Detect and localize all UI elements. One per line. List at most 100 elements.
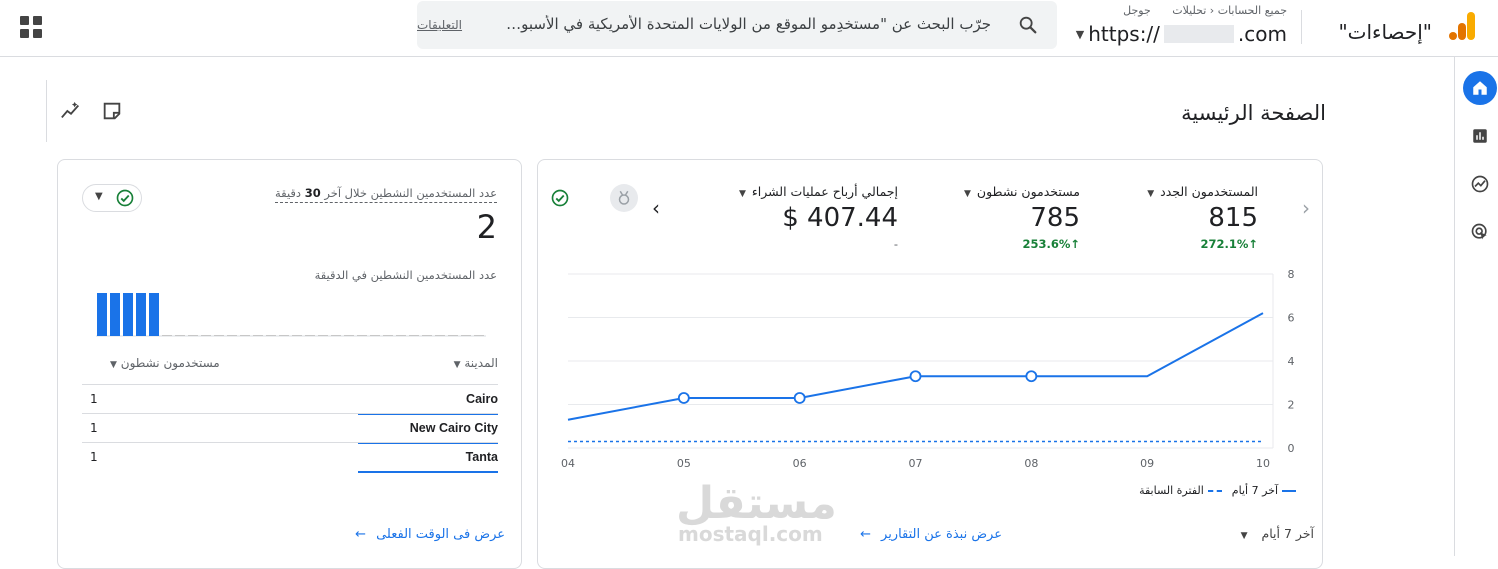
data-point (793, 392, 806, 404)
metric-label: المستخدمون الجدد (1160, 184, 1258, 199)
notes-icon[interactable] (101, 100, 123, 122)
rail-reports[interactable] (1463, 119, 1497, 153)
minute-bar (97, 293, 107, 336)
property-prefix: https:// (1088, 22, 1160, 46)
watermark-logo: مستقل (676, 478, 837, 529)
watermark-sub: mostaql.com (678, 522, 823, 546)
column-active-users[interactable]: مستخدمون نشطون ▼ (110, 356, 220, 370)
metric-change-value: 272.1% (1200, 237, 1249, 251)
metric-change-value: 253.6% (1022, 237, 1071, 251)
view-realtime-link[interactable]: عرض فى الوقت الفعلى ← (355, 527, 505, 542)
search-box[interactable]: التعليقات جرّب البحث عن "مستخدِمو الموقع… (417, 1, 1057, 49)
minute-bar (149, 293, 159, 336)
row-city: Cairo (466, 392, 498, 406)
metric-label: مستخدمون نشطون (976, 184, 1080, 199)
x-tick-label: 08 (1024, 457, 1038, 470)
property-suffix: .com (1237, 22, 1287, 46)
caret-down-icon: ▼ (453, 360, 461, 370)
nav-rail (1454, 57, 1498, 556)
x-tick-label: 07 (909, 457, 923, 470)
arrow-left-icon: ← (355, 527, 367, 542)
x-tick-label: 05 (677, 457, 691, 470)
row-bar (358, 413, 498, 415)
realtime-title-suffix: دقيقة (274, 186, 302, 200)
breadcrumb[interactable]: جميع الحسابات ‹ تحليلات جوجل (1123, 4, 1287, 17)
medal-icon[interactable] (610, 184, 638, 212)
property-selector[interactable]: ▼ https:// .com (1076, 22, 1287, 46)
column-city-label: المدينة (464, 356, 498, 370)
caret-down-icon: ▼ (1075, 27, 1085, 41)
legend-current-label: آخر 7 أيام (1231, 484, 1278, 497)
breadcrumb-all-accounts[interactable]: جميع الحسابات (1217, 4, 1287, 17)
caret-down-icon: ▼ (1147, 189, 1155, 199)
cursor-target-icon (1471, 223, 1487, 240)
y-tick-label: 4 (1288, 355, 1295, 368)
bar-chart-icon (1473, 129, 1487, 143)
search-placeholder[interactable]: جرّب البحث عن "مستخدِمو الموقع من الولاي… (501, 15, 991, 33)
breadcrumb-analytics[interactable]: تحليلات (1172, 4, 1207, 17)
chevron-left-icon[interactable]: ‹ (652, 196, 660, 220)
feedback-link[interactable]: التعليقات (417, 18, 463, 32)
home-icon (1473, 81, 1487, 95)
metric-value: $ 407.44 (782, 203, 898, 233)
x-tick-label: 10 (1256, 457, 1270, 470)
legend-current-swatch (1282, 490, 1296, 492)
view-realtime-label: عرض فى الوقت الفعلى (376, 527, 505, 542)
metric-purchase-revenue[interactable]: إجمالي أرباح عمليات الشراء ▼ $ 407.44 - (739, 184, 898, 251)
caret-down-icon: ▼ (110, 360, 117, 370)
metric-change: 272.1%↑ (1147, 237, 1258, 251)
analytics-logo-icon (1449, 12, 1475, 40)
caret-down-icon: ▼ (964, 189, 971, 199)
x-tick-label: 04 (561, 457, 575, 470)
realtime-title-minutes: 30 (304, 186, 321, 200)
realtime-title[interactable]: عدد المستخدمين النشطين خلال آخر 30 دقيقة (274, 186, 497, 203)
caret-down-icon: ▼ (95, 191, 103, 202)
y-tick-label: 6 (1288, 312, 1295, 325)
date-range-select[interactable]: آخر 7 أيام ▼ (1241, 526, 1314, 541)
check-circle-icon[interactable] (550, 188, 570, 208)
y-tick-label: 0 (1288, 442, 1295, 455)
metric-change: - (893, 237, 898, 251)
explore-icon (1471, 175, 1489, 193)
realtime-table-header: المدينة ▼ مستخدمون نشطون ▼ (82, 356, 498, 378)
column-users-label: مستخدمون نشطون (120, 356, 220, 370)
chevron-right-icon[interactable]: › (1302, 196, 1310, 220)
legend-previous-label: الفترة السابقة (1139, 484, 1204, 497)
x-tick-label: 09 (1140, 457, 1154, 470)
rail-home[interactable] (1463, 71, 1497, 105)
metric-active-users[interactable]: مستخدمون نشطون ▼ 785 253.6%↑ (964, 184, 1080, 251)
per-minute-label: عدد المستخدمين النشطين في الدقيقة (314, 268, 497, 282)
chevron-left-icon: ‹ (1206, 4, 1215, 17)
overview-card: ‹ › المستخدمون الجدد▼ 815 272.1%↑ مستخدم… (537, 159, 1323, 569)
column-city[interactable]: المدينة ▼ (454, 356, 498, 370)
date-range-label: آخر 7 أيام (1261, 526, 1314, 541)
apps-grid-icon[interactable] (20, 16, 42, 38)
brand-divider (1301, 10, 1302, 44)
realtime-value: 2 (476, 208, 497, 246)
view-reports-label: عرض نبذة عن التقارير (881, 527, 1002, 542)
legend-previous-swatch (1207, 490, 1222, 492)
row-bar (358, 442, 498, 444)
search-icon[interactable] (1017, 14, 1039, 36)
metric-new-users[interactable]: المستخدمون الجدد ▼ 815 272.1%↑ (1147, 184, 1258, 251)
left-divider (46, 80, 47, 142)
page-title: الصفحة الرئيسية (1181, 101, 1326, 125)
view-reports-link[interactable]: عرض نبذة عن التقارير ← (860, 527, 1002, 542)
arrow-up-icon: ↑ (1248, 237, 1258, 251)
table-row: Cairo 1 (82, 384, 498, 415)
series-line-current (567, 312, 1264, 421)
breadcrumb-google[interactable]: جوجل (1123, 4, 1151, 17)
realtime-status-dropdown[interactable]: ▼ (82, 184, 142, 212)
row-bar (358, 471, 498, 473)
rail-advertising[interactable] (1463, 215, 1497, 249)
table-row: New Cairo City 1 (82, 413, 498, 444)
rail-explore[interactable] (1463, 167, 1497, 201)
y-tick-label: 2 (1288, 399, 1295, 412)
realtime-table: Cairo 1 New Cairo City 1 Tanta 1 (82, 384, 498, 473)
realtime-card: ▼ عدد المستخدمين النشطين خلال آخر 30 دقي… (57, 159, 522, 569)
row-city: Tanta (465, 450, 498, 464)
insights-icon[interactable] (60, 100, 82, 122)
minute-bar (123, 293, 133, 336)
data-point (909, 370, 922, 383)
minute-bar (136, 293, 146, 336)
